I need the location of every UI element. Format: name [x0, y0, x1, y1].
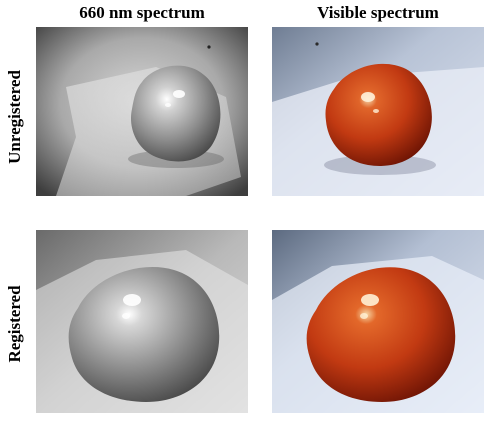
row-title-unregistered: Unregistered: [5, 70, 24, 164]
image-visible-registered: [272, 230, 484, 413]
column-title-660nm: 660 nm spectrum: [79, 3, 205, 22]
image-660nm-unregistered: [36, 27, 248, 196]
column-title-visible: Visible spectrum: [317, 3, 439, 22]
image-visible-unregistered: [272, 27, 484, 196]
image-660nm-registered: [36, 230, 248, 413]
row-title-registered: Registered: [5, 285, 24, 363]
